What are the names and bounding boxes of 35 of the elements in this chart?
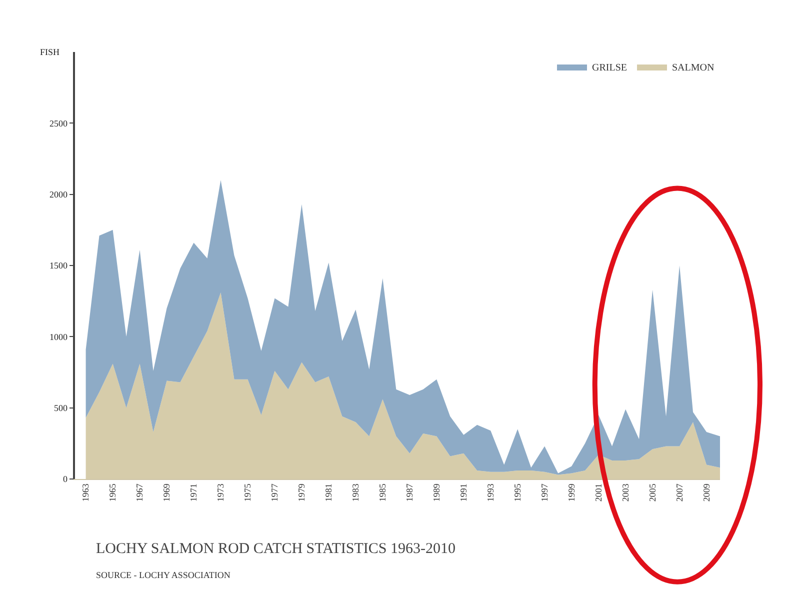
y-tick-label: 0	[62, 474, 68, 484]
y-tick-label: 2000	[49, 189, 68, 200]
x-tick-label: 1993	[486, 483, 496, 502]
x-tick-label: 1989	[432, 483, 442, 502]
x-tick-label: 1995	[512, 483, 523, 502]
x-tick-label: 1965	[108, 483, 118, 502]
x-tick-label: 1997	[540, 483, 550, 502]
x-tick-label: 1977	[270, 483, 280, 502]
text: LOCHY SALMON ROD CATCH STATISTICS 1963-2010	[96, 541, 456, 557]
x-tick-label: 1999	[566, 483, 576, 502]
x-tick-label: 1985	[378, 483, 388, 502]
text: SOURCE - LOCHY ASSOCIATION	[96, 570, 231, 580]
y-tick-label: 500	[54, 402, 68, 413]
x-tick-label: 2003	[620, 483, 630, 502]
x-tick-label: 1991	[458, 484, 469, 502]
legend-label: SALMON	[672, 62, 714, 74]
x-tick-label: 1979	[296, 483, 307, 502]
x-tick-label: 1963	[80, 483, 91, 502]
x-tick-label: 1981	[324, 484, 334, 502]
legend-label: GRILSE	[592, 62, 627, 74]
y-tick-label: 1500	[49, 260, 68, 271]
y-tick-label: 1000	[49, 332, 68, 342]
x-tick-label: 1975	[242, 483, 253, 502]
x-tick-label: 2007	[674, 483, 684, 502]
x-tick-label: 1971	[188, 484, 199, 502]
x-tick-label: 1973	[216, 483, 226, 502]
x-tick-label: 2009	[701, 483, 712, 502]
x-tick-label: 2001	[593, 484, 604, 502]
y-tick-label: 2500	[49, 118, 68, 128]
x-tick-label: 1987	[404, 483, 415, 502]
x-tick-label: 1969	[162, 483, 172, 502]
y-axis-title: FISH	[40, 47, 60, 57]
x-tick-label: 1967	[134, 483, 145, 502]
x-tick-label: 2005	[647, 483, 658, 502]
x-tick-label: 1983	[350, 483, 361, 502]
